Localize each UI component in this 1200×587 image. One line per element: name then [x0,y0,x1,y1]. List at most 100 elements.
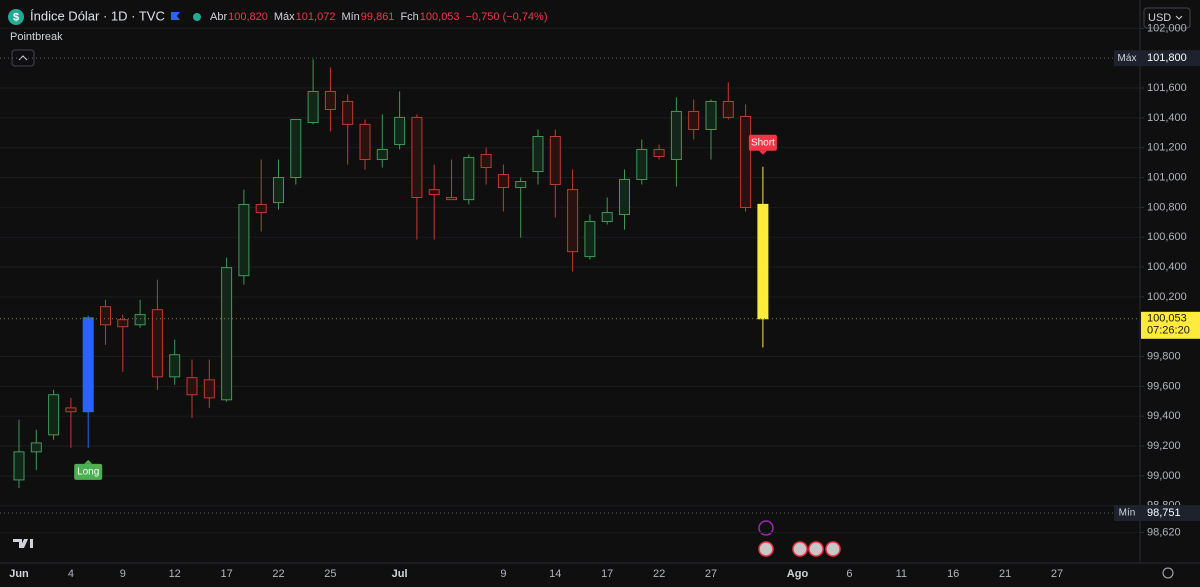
candle-body [567,189,579,253]
candle-body [705,100,717,130]
signal-tag [74,463,103,480]
market-status [193,13,201,21]
flag-icon [171,12,180,20]
range-value-bg [1140,505,1200,522]
y-tick-label: 100,200 [1147,291,1187,303]
candle-body [757,203,769,320]
candle-body [134,314,146,326]
event-icon[interactable] [758,520,774,536]
x-tick-label: 11 [896,568,907,580]
candle-body [619,178,630,216]
signal-pointer [84,459,93,464]
x-tick-label: 17 [601,568,613,580]
y-tick-label: 99,000 [1147,470,1181,482]
x-tick-label: 21 [999,568,1011,580]
candle-body [186,377,198,396]
candle-body [82,317,94,413]
x-tick-label: 17 [220,568,232,580]
x-tick-label: 25 [324,568,336,580]
y-tick-label: 99,200 [1147,440,1181,452]
signal-label: Long [77,466,99,477]
candle-body [290,118,302,179]
candle-body [584,221,596,258]
y-tick-label: 99,800 [1147,350,1181,362]
candle-body [688,110,700,130]
ohlc-legend: Abr 100,820 Máx 101,072 Mín 99,861 Fch 100,053−… [210,11,548,23]
y-tick-label: 101,400 [1147,112,1187,124]
candle-body [740,116,752,209]
x-tick-label: 22 [653,568,665,580]
event-icon[interactable] [825,541,841,557]
range-value: 101,800 [1147,52,1187,64]
x-tick-label: 9 [120,568,126,580]
range-tag: Máx [1118,53,1137,64]
x-tick-label: 6 [846,568,852,580]
y-tick-label: 98,620 [1147,526,1181,538]
ohlc-value: 100,053 [420,11,460,23]
candle-body [255,204,267,214]
candle-body [238,204,250,277]
x-tick-label: 14 [549,568,561,580]
candle-body [463,157,475,201]
y-tick-label: 99,600 [1147,380,1181,392]
y-tick-label: 102,000 [1147,22,1187,34]
candle-body [273,177,284,204]
ohlc-value: 101,072 [296,11,336,23]
range-value: 98,751 [1147,507,1181,519]
y-tick-label: 99,400 [1147,410,1181,422]
candle-body [117,319,129,328]
candle-body [446,197,457,201]
candle-body [394,116,406,146]
x-tick-label: 12 [169,568,181,580]
range-tag-bg [1114,505,1140,522]
candle-body [324,90,336,110]
indicator-name: Pointbreak [10,31,63,43]
chart-title: Índice Dólar · 1D · TVC [30,8,165,23]
last-price-tag [1141,311,1200,339]
event-icon[interactable] [758,541,774,557]
x-tick-label: 16 [947,568,959,580]
candle-body [376,148,388,160]
candle-body [342,100,354,125]
countdown: 07:26:20 [1147,325,1190,337]
y-tick-label: 100,800 [1147,201,1187,213]
ohlc-value: 99,861 [361,11,395,23]
signal-label: Short [751,137,775,148]
signal-pointer [758,150,767,155]
candle-body [670,110,682,160]
x-tick-label: 4 [68,568,74,580]
x-tick-label: 27 [1051,568,1063,580]
candle-body [636,148,648,180]
candle-body [203,379,215,399]
candle-body [515,181,527,189]
candle-body [30,442,42,453]
event-icon[interactable] [808,541,824,557]
candle-body [307,90,319,123]
candle-body [359,123,371,160]
range-value-bg [1140,50,1200,67]
signal-tag [748,134,777,151]
candle-body [411,116,423,199]
candle-body [532,135,544,173]
candle-body [722,100,734,118]
ohlc-label: Abr [210,11,227,23]
x-tick-label: 27 [705,568,717,580]
x-tick-label: 9 [500,568,506,580]
tv-logo [13,539,33,548]
candle-body [221,267,233,401]
y-tick-label: 101,600 [1147,82,1187,94]
candle-body [428,189,440,196]
y-tick-label: 101,200 [1147,142,1187,154]
candle-body [601,212,613,223]
x-tick-label: Ago [787,568,809,580]
event-icon[interactable] [792,541,808,557]
candle-body [549,135,561,186]
currency-button[interactable] [1143,7,1191,29]
candle-body [48,394,60,436]
candle-body [65,407,77,413]
candle-body [497,174,509,189]
ohlc-label: Fch [400,11,418,23]
settings-icon[interactable] [1162,567,1174,579]
candle-body [151,309,163,378]
